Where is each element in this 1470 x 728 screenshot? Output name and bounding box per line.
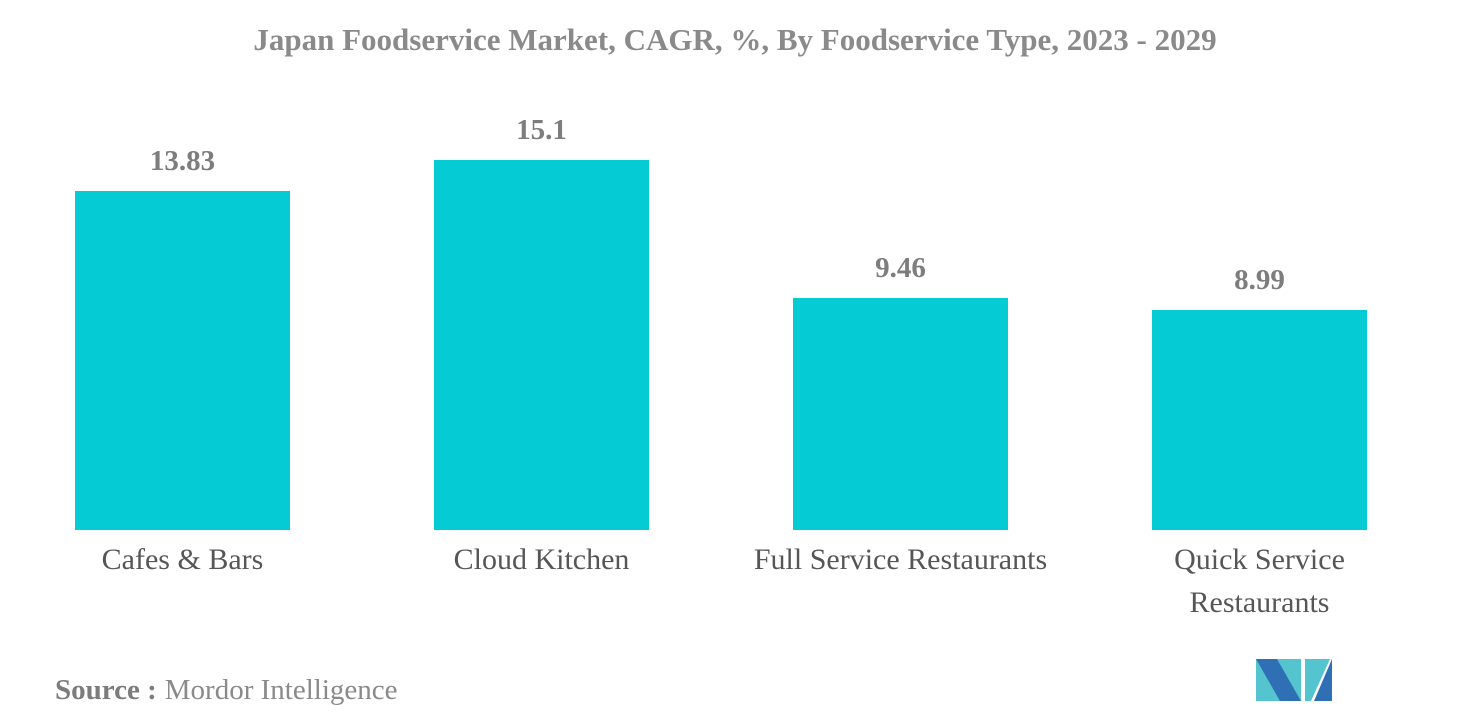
bar [75,191,290,530]
source-value: Mordor Intelligence [164,674,398,706]
source-attribution: Source : Mordor Intelligence [55,674,398,707]
category-label-line: Restaurants [1189,586,1330,619]
category-axis: Cafes & Bars Cloud Kitchen Full Service Re… [3,538,1439,624]
bar-column: 15.1 [362,100,721,530]
bar-column: 13.83 [3,100,362,530]
bar-value-label: 9.46 [875,252,926,284]
bar-value-label: 15.1 [516,114,567,146]
category-label: Quick Service Restaurants [1080,538,1439,624]
chart-title: Japan Foodservice Market, CAGR, %, By Fo… [253,22,1217,57]
mordor-intelligence-logo-icon [1256,659,1332,701]
category-label: Full Service Restaurants [721,538,1080,624]
bar-value-label: 13.83 [149,145,216,177]
bar-value-label: 8.99 [1234,264,1285,296]
bar [1152,310,1367,530]
category-label-line: Full Service Restaurants [753,543,1048,576]
bar [434,160,649,530]
plot-area: 13.83 15.1 9.46 8.99 [3,100,1439,530]
category-label: Cafes & Bars [3,538,362,624]
bar-column: 8.99 [1080,100,1439,530]
bar-column: 9.46 [721,100,1080,530]
category-label-line: Quick Service [1174,543,1345,576]
category-label-line: Cafes & Bars [101,543,264,576]
bar [793,298,1008,530]
category-label-line: Cloud Kitchen [453,543,630,576]
source-label: Source : [55,674,157,706]
category-label: Cloud Kitchen [362,538,721,624]
